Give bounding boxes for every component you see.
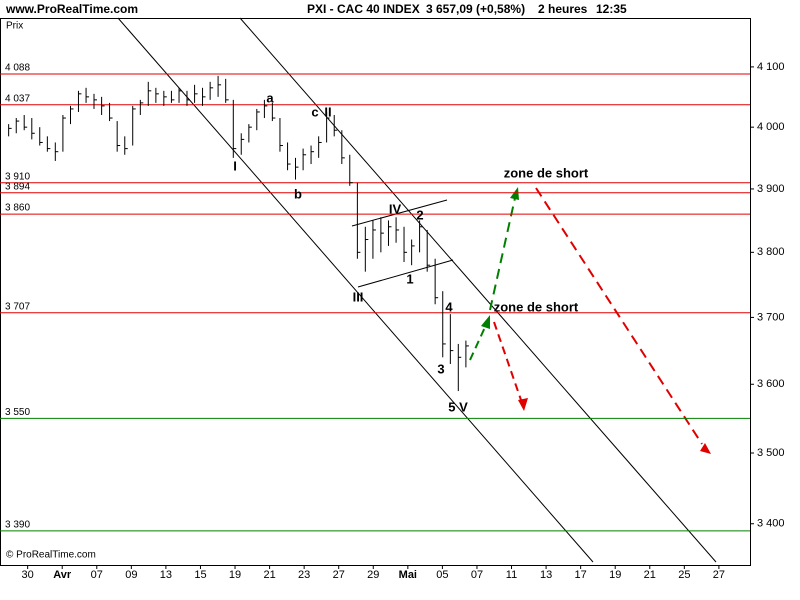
wave-label: c: [311, 104, 318, 119]
x-tick-label: 29: [367, 569, 379, 581]
arrow-line: [493, 321, 522, 401]
x-tick-label: 07: [471, 569, 483, 581]
y-tick-label: 4 100: [757, 61, 785, 73]
x-tick-label: 30: [22, 569, 34, 581]
level-label: 3 860: [5, 203, 30, 214]
wave-label: 5 V: [448, 399, 468, 414]
arrow-head: [481, 315, 490, 329]
x-tick-label: 21: [263, 569, 275, 581]
level-label: 3 910: [5, 171, 30, 182]
x-tick-label: 07: [91, 569, 103, 581]
y-axis-label: Prix: [6, 21, 23, 32]
y-tick-label: 3 600: [757, 378, 785, 390]
x-tick-label: 13: [160, 569, 172, 581]
y-tick-label: 3 900: [757, 183, 785, 195]
timeframe: 2 heures: [538, 2, 588, 16]
footer: © ProRealTime.com: [6, 550, 96, 561]
x-tick-label: 27: [713, 569, 725, 581]
wave-label: a: [266, 90, 274, 105]
arrow-line: [535, 187, 703, 445]
channel-line: [117, 17, 594, 563]
drawings: [117, 17, 717, 563]
level-label: 3 894: [5, 181, 30, 192]
chart-title: PXI - CAC 40 INDEX: [307, 2, 420, 16]
wave-label: III: [353, 289, 364, 304]
y-tick-label: 3 700: [757, 311, 785, 323]
x-tick-label: 15: [194, 569, 206, 581]
arrow-line: [469, 324, 487, 361]
y-tick-label: 4 000: [757, 121, 785, 133]
plot-frame: [0, 18, 751, 566]
wave-label: IV: [389, 201, 402, 216]
level-label: 3 550: [5, 407, 30, 418]
x-tick-label: 17: [575, 569, 587, 581]
site: www.ProRealTime.com: [5, 2, 138, 16]
wedge-line: [351, 199, 448, 227]
level-label: 3 390: [5, 520, 30, 531]
arrow-head: [510, 187, 519, 200]
x-tick-label: Mai: [399, 569, 417, 581]
wave-label: 1: [406, 271, 413, 286]
wave-label: 2: [416, 207, 423, 222]
x-tick-label: 25: [678, 569, 690, 581]
wave-label: 4: [445, 299, 453, 314]
level-label: 4 037: [5, 93, 30, 104]
x-tick-label: 23: [298, 569, 310, 581]
x-tick-label: 05: [436, 569, 448, 581]
x-tick-label: Avr: [53, 569, 72, 581]
y-tick-label: 3 800: [757, 246, 785, 258]
x-tick-label: 19: [609, 569, 621, 581]
wedge-line: [357, 259, 454, 288]
last-price: 3 657,09 (+0,58%): [426, 2, 525, 16]
x-tick-label: 21: [644, 569, 656, 581]
wave-label: zone de short: [504, 165, 589, 180]
x-tick-label: 11: [506, 569, 517, 581]
wave-label: 3: [437, 361, 444, 376]
channel-line: [239, 17, 717, 563]
x-tick-label: 19: [229, 569, 241, 581]
x-tick-label: 09: [125, 569, 137, 581]
time: 12:35: [596, 2, 627, 16]
y-tick-label: 3 500: [757, 447, 785, 459]
wave-label: I: [233, 158, 237, 173]
wave-label: zone de short: [494, 299, 579, 314]
arrow-head: [700, 443, 711, 454]
level-label: 4 088: [5, 63, 30, 74]
arrow-line: [489, 197, 516, 311]
arrow-head: [518, 398, 528, 411]
wave-label: b: [294, 186, 302, 201]
level-label: 3 707: [5, 301, 30, 312]
wave-label: II: [324, 104, 331, 119]
x-tick-label: 13: [540, 569, 552, 581]
y-tick-label: 3 400: [757, 518, 785, 530]
x-tick-label: 27: [333, 569, 345, 581]
